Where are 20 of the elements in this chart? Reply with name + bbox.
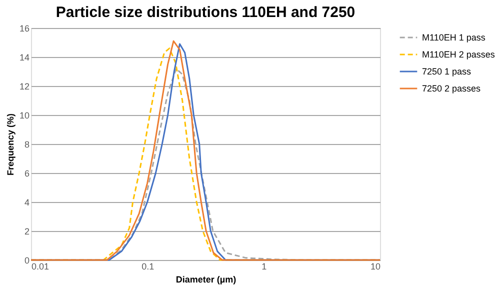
x-tick-label: 0.1 (142, 262, 154, 272)
x-tick-label: 0.01 (32, 262, 50, 272)
y-tick-label: 12 (19, 82, 30, 92)
y-tick-label: 14 (19, 52, 30, 62)
y-tick-label: 0 (24, 256, 30, 266)
y-axis-title: Frequency (%) (5, 113, 16, 176)
x-axis-title: Diameter (µm) (176, 274, 236, 284)
chart-title: Particle size distributions 110EH and 7250 (56, 4, 356, 21)
y-tick-label: 2 (24, 226, 30, 236)
y-tick-label: 6 (24, 168, 30, 178)
y-tick-label: 4 (24, 198, 30, 208)
x-tick-label: 1 (262, 262, 267, 272)
legend-label: M110EH 2 passes (422, 50, 496, 60)
legend-label: M110EH 1 pass (422, 32, 486, 42)
y-tick-label: 8 (24, 140, 30, 150)
legend-label: 7250 1 pass (422, 66, 472, 76)
legend-label: 7250 2 passes (422, 84, 482, 94)
y-tick-label: 16 (19, 24, 30, 34)
x-tick-label: 10 (370, 262, 380, 272)
y-tick-label: 10 (19, 110, 30, 120)
